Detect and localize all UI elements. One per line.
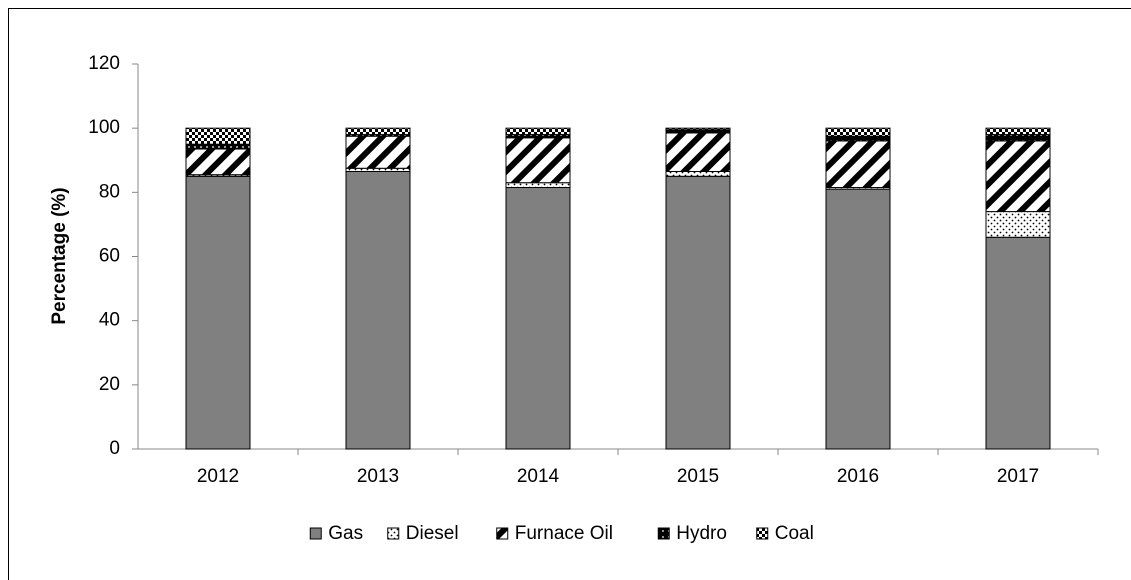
bar-segment [985, 140, 1051, 213]
frame [8, 8, 1131, 580]
x-tick-label: 2013 [357, 466, 399, 487]
bar-segment [985, 134, 1051, 142]
bar-segment [185, 148, 251, 176]
bar-segment [665, 132, 731, 172]
legend-swatch [496, 527, 509, 540]
y-tick-label: 40 [99, 310, 120, 331]
bar-segment [665, 170, 731, 177]
y-tick-label: 20 [99, 374, 120, 395]
bar-segment [985, 127, 1051, 136]
legend-swatch [657, 527, 670, 540]
bar-segment [505, 137, 571, 184]
legend-label: Gas [328, 523, 363, 544]
bar-segment [185, 175, 251, 450]
bar-segment [985, 236, 1051, 450]
bar-segment [985, 211, 1051, 238]
legend-swatch [387, 527, 400, 540]
x-tick-label: 2017 [997, 466, 1039, 487]
legend-swatch [756, 527, 769, 540]
y-tick-label: 80 [99, 181, 120, 202]
y-tick-label: 120 [88, 53, 120, 74]
bar-segment [505, 182, 571, 189]
bar-segment [665, 175, 731, 450]
y-tick-label: 0 [109, 438, 120, 459]
bar-segment [825, 127, 891, 137]
bar-segment [665, 127, 731, 131]
x-tick-label: 2014 [517, 466, 560, 487]
y-tick-label: 100 [88, 117, 120, 138]
bar-segment [185, 127, 251, 145]
bar-segment [185, 143, 251, 150]
bar-segment [345, 170, 411, 450]
legend-label: Hydro [676, 523, 727, 544]
bar-segment [345, 127, 411, 136]
bar-segment [825, 188, 891, 450]
x-tick-label: 2012 [197, 466, 239, 487]
bar-segment [825, 140, 891, 189]
bar-segment [505, 127, 571, 136]
legend-label: Furnace Oil [515, 523, 613, 544]
y-axis-label: Percentage (%) [49, 187, 70, 324]
x-tick-label: 2016 [837, 466, 879, 487]
legend-label: Coal [775, 523, 814, 544]
bar-segment [505, 187, 571, 450]
legend-swatch [309, 527, 322, 540]
y-tick-label: 60 [99, 246, 120, 267]
bar-segment [825, 135, 891, 142]
bar-segment [345, 135, 411, 169]
x-tick-label: 2015 [677, 466, 719, 487]
legend-label: Diesel [406, 523, 459, 544]
